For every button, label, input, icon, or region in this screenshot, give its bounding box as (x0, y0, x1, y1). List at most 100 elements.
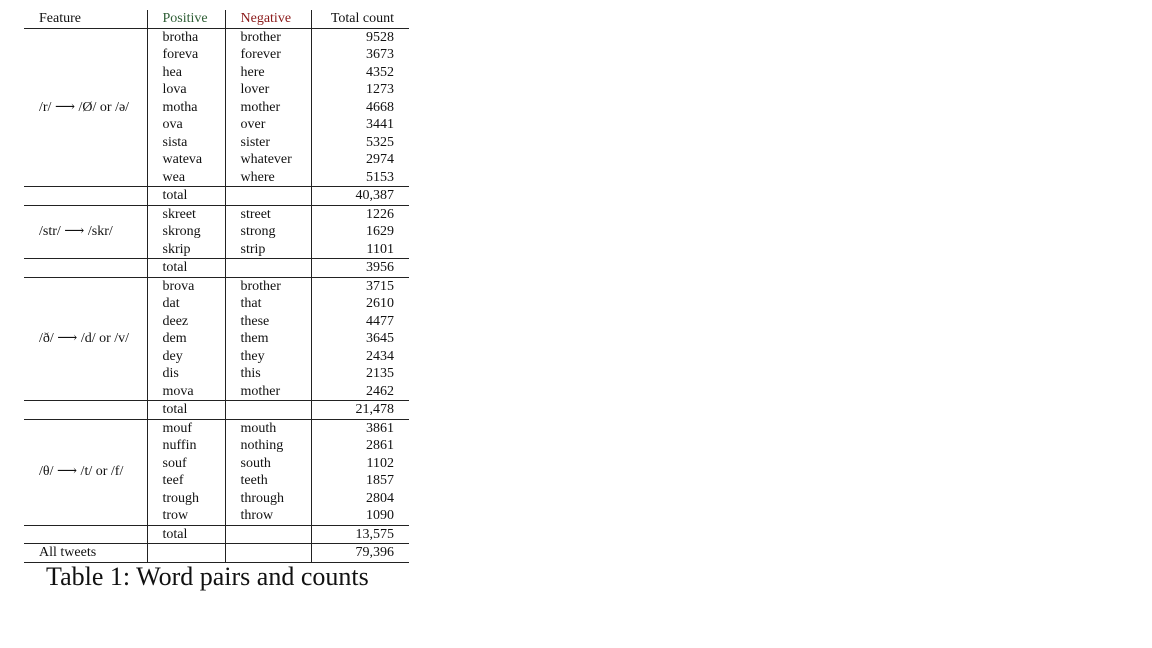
feature-cell: /ð/ ⟶ /d/ or /v/ (24, 276, 147, 401)
negative-word: mother (224, 98, 311, 116)
positive-word: souf (146, 454, 225, 472)
count-cell: 1090 (310, 507, 409, 525)
table-row: dat that 2610 (24, 295, 409, 313)
table-row: dey they 2434 (24, 347, 409, 365)
total-label: total (146, 400, 225, 420)
table-row: mova mother 2462 (24, 382, 409, 401)
total-row: total 3956 (24, 258, 409, 278)
negative-word: them (224, 330, 311, 348)
table-row: /str/ ⟶ /skr/skreet street 1226 (24, 204, 409, 259)
positive-word: dem (146, 330, 225, 348)
total-label: total (146, 524, 225, 544)
table-row: trow throw 1090 (24, 507, 409, 525)
positive-word: sista (146, 133, 225, 151)
total-feature-blank (24, 258, 147, 278)
count-cell: 1101 (310, 240, 409, 259)
count-cell: 9528 (310, 28, 409, 46)
count-cell: 2135 (310, 365, 409, 383)
table-row: motha mother 4668 (24, 98, 409, 116)
negative-word: mother (224, 382, 311, 401)
total-count: 13,575 (310, 524, 409, 544)
negative-word: teeth (224, 472, 311, 490)
negative-word: these (224, 312, 311, 330)
total-feature-blank (24, 186, 147, 206)
positive-word: skreet (146, 205, 225, 223)
negative-word: that (224, 295, 311, 313)
total-count: 3956 (310, 258, 409, 278)
header-feature: Feature (39, 11, 81, 26)
table-row: /θ/ ⟶ /t/ or /f/mouf mouth 3861 (24, 418, 409, 525)
table-row: /ð/ ⟶ /d/ or /v/brova brother 3715 (24, 276, 409, 401)
count-cell: 4352 (310, 63, 409, 81)
count-cell: 2434 (310, 347, 409, 365)
header-positive: Positive (146, 10, 225, 28)
table-row: souf south 1102 (24, 454, 409, 472)
positive-word: lova (146, 81, 225, 99)
all-tweets-negative-blank (224, 543, 311, 563)
negative-word: through (224, 489, 311, 507)
table-row: wateva whatever 2974 (24, 151, 409, 169)
total-negative-blank (224, 258, 311, 278)
total-negative-blank (224, 524, 311, 544)
count-cell: 4668 (310, 98, 409, 116)
table-row: lova lover 1273 (24, 81, 409, 99)
positive-word: mouf (146, 419, 225, 437)
negative-word: brother (224, 277, 311, 295)
count-cell: 3861 (310, 419, 409, 437)
positive-word: hea (146, 63, 225, 81)
feature-cell: /str/ ⟶ /skr/ (24, 204, 147, 259)
count-cell: 2462 (310, 382, 409, 401)
positive-word: teef (146, 472, 225, 490)
count-cell: 1273 (310, 81, 409, 99)
table-row: dem them 3645 (24, 330, 409, 348)
negative-word: whatever (224, 151, 311, 169)
count-cell: 1629 (310, 223, 409, 241)
count-cell: 3441 (310, 116, 409, 134)
negative-word: this (224, 365, 311, 383)
header-negative: Negative (224, 10, 311, 28)
feature-cell: /r/ ⟶ /Ø/ or /ə/ (24, 27, 147, 187)
positive-word: deez (146, 312, 225, 330)
table-row: teef teeth 1857 (24, 472, 409, 490)
total-feature-blank (24, 524, 147, 544)
total-negative-blank (224, 186, 311, 206)
negative-word: throw (224, 507, 311, 525)
positive-word: brotha (146, 28, 225, 46)
positive-word: wea (146, 168, 225, 187)
positive-word: trough (146, 489, 225, 507)
negative-word: over (224, 116, 311, 134)
all-tweets-label: All tweets (24, 543, 147, 563)
count-cell: 5153 (310, 168, 409, 187)
positive-word: mova (146, 382, 225, 401)
total-negative-blank (224, 400, 311, 420)
positive-word: wateva (146, 151, 225, 169)
negative-word: here (224, 63, 311, 81)
total-row: total 40,387 (24, 186, 409, 206)
table-row: sista sister 5325 (24, 133, 409, 151)
table-row: foreva forever 3673 (24, 46, 409, 64)
count-cell: 2610 (310, 295, 409, 313)
negative-word: street (224, 205, 311, 223)
negative-word: south (224, 454, 311, 472)
table-row: hea here 4352 (24, 63, 409, 81)
table-caption: Table 1: Word pairs and counts (46, 562, 369, 591)
all-tweets-row: All tweets 79,396 (24, 543, 409, 563)
positive-word: motha (146, 98, 225, 116)
total-row: total 21,478 (24, 400, 409, 420)
table-row: /r/ ⟶ /Ø/ or /ə/brotha brother 9528 (24, 27, 409, 187)
total-feature-blank (24, 400, 147, 420)
table-row: deez these 4477 (24, 312, 409, 330)
table-header: Feature Positive Negative Total count (24, 10, 409, 28)
negative-word: forever (224, 46, 311, 64)
negative-word: where (224, 168, 311, 187)
count-cell: 2804 (310, 489, 409, 507)
negative-word: lover (224, 81, 311, 99)
count-cell: 1102 (310, 454, 409, 472)
table-body: /r/ ⟶ /Ø/ or /ə/brotha brother 9528 foreva f… (24, 27, 409, 563)
total-count: 21,478 (310, 400, 409, 420)
positive-word: dis (146, 365, 225, 383)
table-row: wea where 5153 (24, 168, 409, 187)
table-row: skrong strong 1629 (24, 223, 409, 241)
table-row: nuffin nothing 2861 (24, 437, 409, 455)
positive-word: foreva (146, 46, 225, 64)
